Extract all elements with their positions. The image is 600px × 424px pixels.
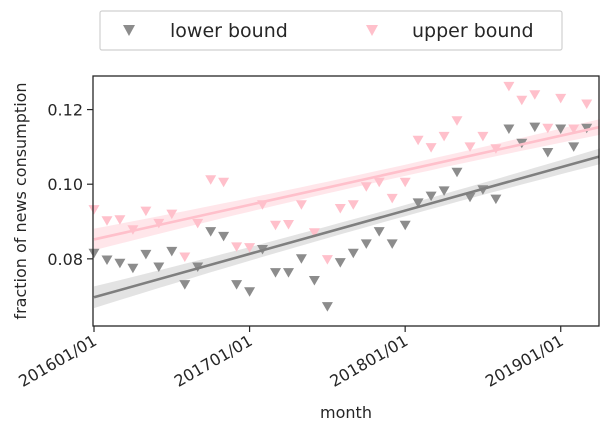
legend-marker-upper-bound — [366, 25, 378, 36]
data-point-upper — [153, 218, 165, 229]
data-point-lower — [205, 227, 217, 237]
data-point-lower — [399, 220, 411, 231]
data-point-lower — [166, 246, 178, 257]
data-point-upper — [347, 200, 359, 210]
confidence-bands — [94, 119, 600, 309]
data-point-upper — [555, 93, 567, 104]
data-point-lower — [114, 258, 126, 269]
x-axis-label: month — [320, 403, 372, 422]
data-point-upper — [386, 193, 398, 204]
data-point-lower — [529, 122, 541, 133]
x-tick-label: 201901/01 — [482, 331, 567, 391]
y-axis-ticks: 0.08 0.10 0.12 — [47, 101, 93, 269]
data-point-lower — [490, 194, 502, 205]
data-point-upper — [114, 215, 126, 225]
confidence-band-lower — [94, 148, 600, 309]
data-point-lower — [386, 239, 398, 249]
data-point-upper — [295, 200, 307, 210]
data-point-lower — [373, 227, 385, 237]
data-point-upper — [140, 206, 152, 217]
legend-label-lower-bound: lower bound — [170, 20, 288, 42]
data-point-upper — [542, 123, 554, 134]
data-point-lower — [581, 123, 593, 134]
data-point-upper — [88, 205, 100, 215]
regression-line-upper — [93, 125, 600, 241]
data-point-upper — [581, 99, 593, 109]
data-point-upper — [373, 177, 385, 188]
data-point-lower — [283, 268, 294, 278]
regression-line-lower — [93, 155, 600, 299]
data-point-upper — [334, 204, 346, 214]
y-tick-label: 0.10 — [47, 175, 83, 194]
y-tick-label: 0.08 — [47, 250, 83, 269]
data-point-lower — [231, 280, 243, 290]
data-point-upper — [412, 135, 424, 146]
data-point-lower — [244, 287, 256, 297]
x-axis-ticks: 201601/01 201701/01 201801/01 201901/01 — [15, 326, 567, 391]
data-point-lower — [464, 192, 476, 203]
data-point-lower — [503, 124, 515, 134]
data-point-upper — [179, 252, 191, 262]
data-point-upper — [425, 143, 437, 153]
data-point-lower — [127, 263, 139, 274]
data-point-upper — [244, 243, 256, 253]
y-axis-label: fraction of news consumption — [11, 82, 30, 319]
legend: lower bound upper bound — [99, 10, 563, 51]
data-point-upper — [529, 90, 541, 100]
data-point-upper — [166, 209, 178, 220]
data-point-upper — [516, 95, 528, 106]
data-point-lower — [347, 248, 359, 259]
data-point-upper — [477, 131, 489, 142]
x-tick-label: 201801/01 — [326, 331, 411, 391]
data-point-upper — [308, 228, 320, 238]
y-tick-label: 0.12 — [47, 101, 83, 120]
confidence-band-upper — [94, 119, 600, 251]
data-point-upper — [218, 177, 230, 188]
data-point-upper — [231, 242, 243, 252]
data-point-upper — [283, 220, 294, 230]
data-point-upper — [503, 81, 515, 92]
data-point-lower — [412, 198, 424, 208]
legend-marker-lower-bound — [123, 25, 135, 36]
data-point-lower — [179, 280, 191, 290]
data-point-lower — [270, 268, 281, 278]
data-point-upper — [451, 116, 463, 126]
data-point-upper — [101, 216, 113, 226]
data-point-lower — [153, 262, 165, 272]
data-point-lower — [101, 255, 113, 265]
data-point-lower — [295, 254, 307, 264]
data-point-lower — [568, 142, 580, 152]
legend-box — [99, 10, 563, 51]
data-point-upper — [321, 255, 333, 265]
plot-frame — [92, 75, 600, 327]
data-point-lower — [360, 239, 372, 249]
data-point-lower — [321, 302, 333, 312]
data-point-upper — [464, 142, 476, 152]
data-point-lower — [308, 276, 320, 286]
data-point-upper — [360, 182, 372, 192]
data-point-upper — [438, 131, 450, 142]
data-point-lower — [334, 258, 346, 268]
regression-lines — [93, 125, 600, 299]
data-point-lower — [140, 249, 152, 260]
data-point-lower — [425, 191, 437, 202]
x-tick-label: 201701/01 — [171, 331, 256, 391]
data-point-upper — [568, 124, 580, 134]
data-point-lower — [218, 231, 230, 242]
data-point-upper — [192, 218, 204, 229]
data-point-upper — [205, 175, 217, 185]
data-point-lower — [438, 186, 450, 196]
data-point-lower — [555, 124, 567, 134]
legend-label-upper-bound: upper bound — [412, 20, 534, 42]
data-point-upper — [270, 220, 281, 231]
data-point-upper — [399, 177, 411, 188]
data-point-lower — [451, 167, 463, 178]
data-point-lower — [88, 248, 100, 259]
data-point-lower — [542, 148, 554, 158]
x-tick-label: 201601/01 — [15, 331, 100, 391]
